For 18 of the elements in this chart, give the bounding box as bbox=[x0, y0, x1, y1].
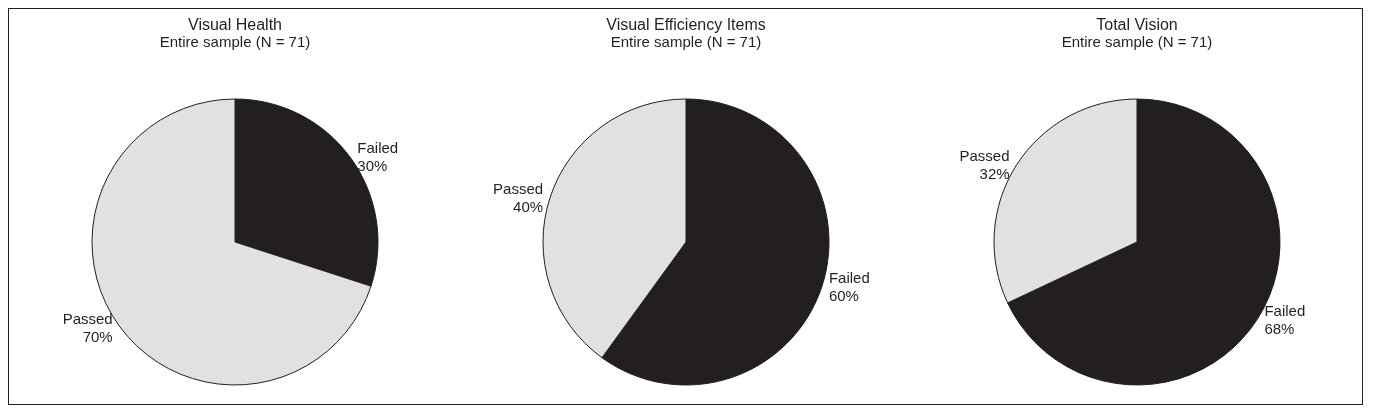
data-label: 32% bbox=[979, 164, 1010, 182]
data-label: 68% bbox=[1263, 320, 1294, 338]
chart-subtitle: Entire sample (N = 71) bbox=[1061, 33, 1212, 50]
slice-label: Failed bbox=[356, 139, 398, 157]
chart-title: Visual Health bbox=[187, 15, 282, 33]
data-label: 60% bbox=[828, 287, 859, 305]
chart-subtitle: Entire sample (N = 71) bbox=[610, 33, 761, 50]
slice-label: Failed bbox=[828, 269, 870, 287]
data-label: 70% bbox=[82, 327, 113, 345]
slice-label: Passed bbox=[62, 309, 113, 327]
data-label: 30% bbox=[356, 157, 387, 175]
slice-label: Passed bbox=[492, 179, 543, 197]
slice-label: Passed bbox=[959, 146, 1010, 164]
chart-title: Visual Efficiency Items bbox=[605, 15, 766, 33]
chart-title: Total Vision bbox=[1095, 15, 1178, 33]
chart-subtitle: Entire sample (N = 71) bbox=[159, 33, 310, 50]
data-label: 40% bbox=[512, 197, 543, 215]
slice-label: Failed bbox=[1263, 302, 1305, 320]
